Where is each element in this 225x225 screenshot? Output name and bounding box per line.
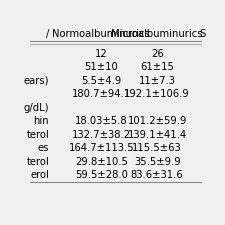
Text: 180.7±94.1: 180.7±94.1 — [72, 89, 131, 99]
Text: 18.03±5.8: 18.03±5.8 — [75, 116, 128, 126]
Text: 132.7±38.2: 132.7±38.2 — [72, 130, 131, 140]
Text: g/dL): g/dL) — [24, 103, 49, 113]
Text: /: / — [46, 29, 49, 39]
Text: 26: 26 — [151, 49, 164, 58]
Text: hin: hin — [34, 116, 49, 126]
Text: 139.1±41.4: 139.1±41.4 — [128, 130, 187, 140]
Text: 115.5±63: 115.5±63 — [132, 143, 182, 153]
Text: 192.1±106.9: 192.1±106.9 — [124, 89, 190, 99]
Text: 51±10: 51±10 — [85, 62, 118, 72]
Text: 59.5±28.0: 59.5±28.0 — [75, 170, 128, 180]
Text: Microalbuminurics: Microalbuminurics — [111, 29, 203, 39]
Text: 35.5±9.9: 35.5±9.9 — [134, 157, 180, 167]
Text: 29.8±10.5: 29.8±10.5 — [75, 157, 128, 167]
Text: es: es — [38, 143, 49, 153]
Text: 12: 12 — [95, 49, 108, 58]
Text: 61±15: 61±15 — [140, 62, 174, 72]
Text: erol: erol — [30, 170, 49, 180]
Text: 164.7±113.5: 164.7±113.5 — [69, 143, 134, 153]
Text: 83.6±31.6: 83.6±31.6 — [131, 170, 184, 180]
Text: Normoalbuminurics: Normoalbuminurics — [52, 29, 150, 39]
Text: S: S — [199, 29, 205, 39]
Text: terol: terol — [26, 130, 49, 140]
Text: 11±7.3: 11±7.3 — [139, 76, 176, 86]
Text: ears): ears) — [24, 76, 49, 86]
Text: 101.2±59.9: 101.2±59.9 — [128, 116, 187, 126]
Text: 5.5±4.9: 5.5±4.9 — [81, 76, 122, 86]
Text: terol: terol — [26, 157, 49, 167]
